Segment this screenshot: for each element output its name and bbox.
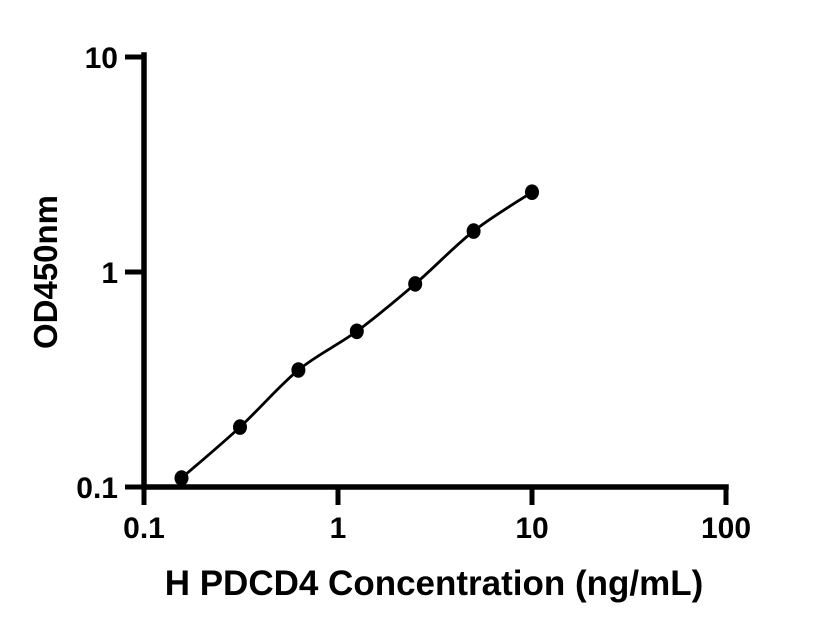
x-axis-title: H PDCD4 Concentration (ng/mL) <box>164 564 704 603</box>
data-point <box>408 276 423 292</box>
data-point <box>466 223 481 239</box>
x-tick-label: 100 <box>701 512 751 545</box>
y-tick-label: 1 <box>101 257 118 290</box>
x-tick-label: 0.1 <box>123 512 165 545</box>
y-tick-label: 10 <box>85 42 118 75</box>
data-point <box>291 362 306 378</box>
data-point <box>349 323 364 340</box>
x-tick-label: 1 <box>330 512 347 545</box>
data-point <box>525 184 539 200</box>
data-point <box>174 470 189 486</box>
x-tick-label: 10 <box>515 512 548 545</box>
y-axis-title: OD450nm <box>27 194 64 350</box>
y-tick-label: 0.1 <box>76 472 118 505</box>
data-point <box>233 419 247 435</box>
